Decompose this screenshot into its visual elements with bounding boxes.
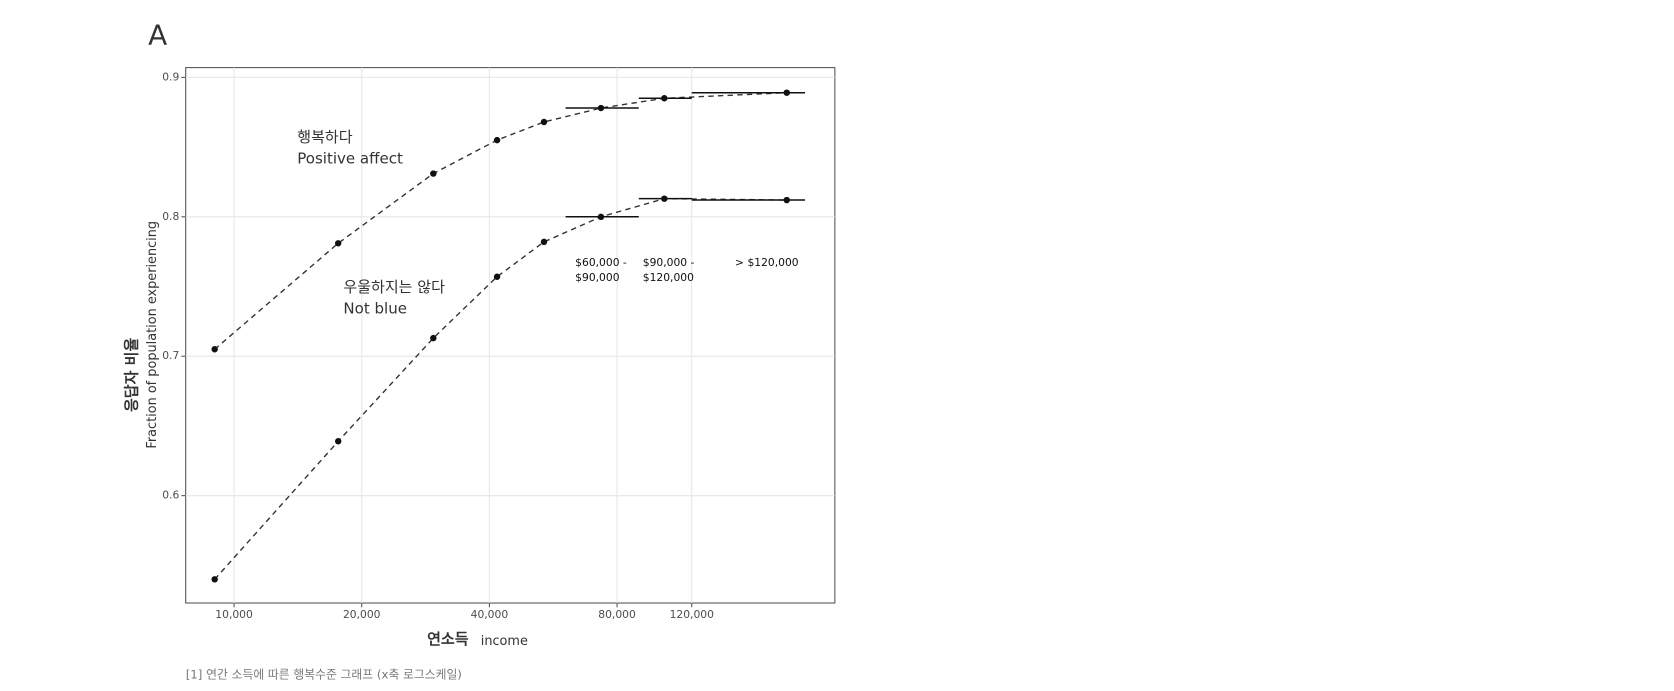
- series-line: [214, 91, 787, 350]
- data-point: [540, 118, 548, 126]
- data-point: [430, 170, 437, 177]
- series-label: Positive affect: [297, 149, 403, 167]
- y-tick-label: 0.8: [162, 210, 179, 223]
- y-axis-label: 응답자 비율: [123, 338, 141, 412]
- caption: [1] 연간 소득에 따른 행복수준 그래프 (x축 로그스케일): [186, 667, 462, 681]
- series-line: [214, 197, 787, 580]
- bin-label: > $120,000: [735, 256, 799, 269]
- panel-label: A: [148, 18, 167, 51]
- data-point: [430, 334, 437, 342]
- bin-label: $120,000: [643, 271, 694, 284]
- x-tick-label: 120,000: [670, 608, 715, 621]
- y-tick-label: 0.6: [162, 489, 179, 502]
- bin-label: $90,000: [575, 271, 620, 284]
- x-axis-label: 연소득: [427, 630, 469, 648]
- series-label-ko: 행복하다: [297, 128, 352, 146]
- y-tick-label: 0.7: [162, 349, 179, 362]
- bin-label: $90,000 -: [643, 256, 695, 269]
- plot-frame: [185, 67, 836, 604]
- x-tick-label: 20,000: [343, 608, 381, 621]
- data-point: [211, 346, 218, 353]
- x-tick-label: 10,000: [215, 608, 253, 621]
- data-point: [211, 576, 218, 583]
- x-tick-label: 40,000: [471, 608, 509, 621]
- y-axis-label-en: Fraction of population experiencing: [145, 221, 160, 449]
- series-label-ko: 우울하지는 않다: [343, 278, 445, 296]
- data-point: [493, 136, 501, 144]
- data-point: [334, 438, 342, 445]
- data-point: [334, 240, 342, 247]
- data-point: [493, 273, 501, 280]
- x-axis-label-en: income: [481, 634, 528, 649]
- y-tick-label: 0.9: [162, 70, 179, 83]
- bin-label: $60,000 -: [575, 256, 627, 269]
- series-label: Not blue: [343, 300, 407, 318]
- x-tick-label: 80,000: [598, 608, 636, 621]
- data-point: [540, 238, 548, 246]
